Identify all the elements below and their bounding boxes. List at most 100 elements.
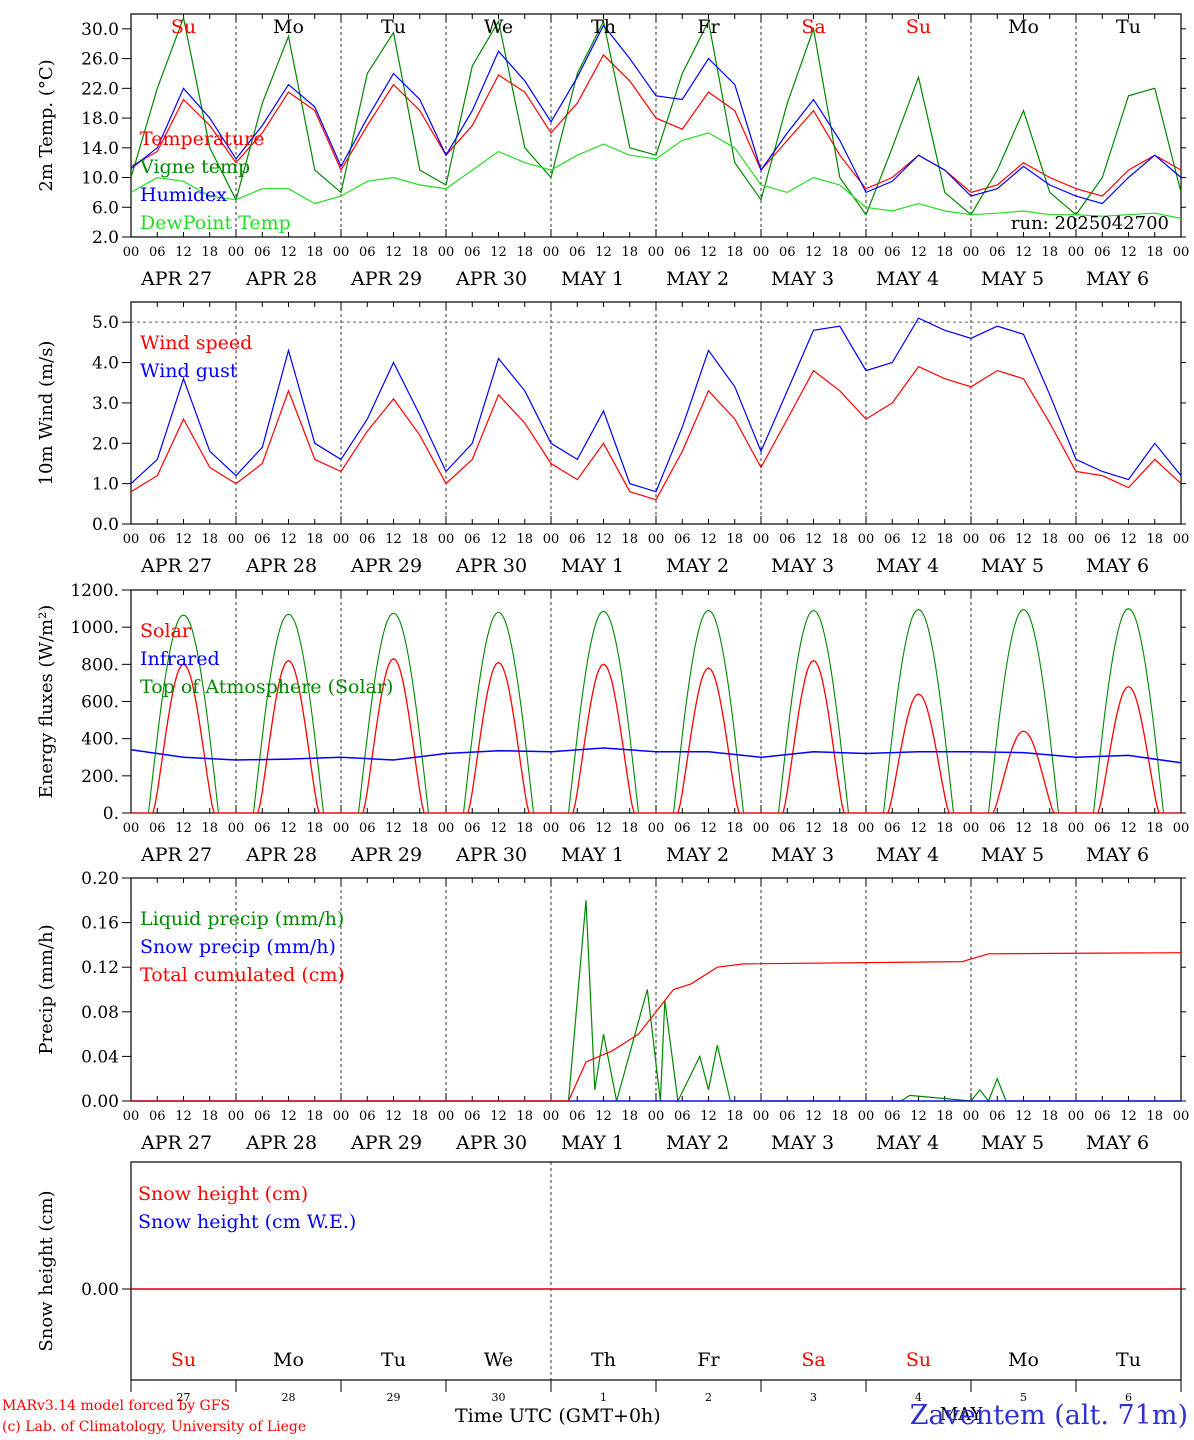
hour-tick-label: 12 <box>595 532 612 547</box>
hour-tick-label: 12 <box>700 532 717 547</box>
y-tick-label: 0.00 <box>81 1280 119 1300</box>
hour-tick-label: 12 <box>700 245 717 260</box>
y-tick-label: 0.04 <box>81 1047 119 1067</box>
hour-tick-label: 12 <box>805 1109 822 1124</box>
date-label: MAY 1 <box>561 1132 624 1154</box>
day-number-label: 5 <box>1020 1391 1027 1404</box>
y-axis-label: Energy fluxes (W/m²) <box>36 605 57 799</box>
hour-tick-label: 00 <box>1173 532 1190 547</box>
hour-tick-label: 12 <box>1120 1109 1137 1124</box>
panel-precip: 00 06 12 18 00 06 12 18 00 06 12 18 00 06 12 18 00 06 12 18… <box>36 869 1189 1154</box>
y-tick-label: 5.0 <box>92 313 119 333</box>
date-label: APR 30 <box>455 1132 527 1154</box>
hour-tick-label: 06 <box>464 532 481 547</box>
hour-tick-label: 18 <box>1146 245 1163 260</box>
hour-tick-label: 18 <box>1146 532 1163 547</box>
panel-energy: 00 06 12 18 00 06 12 18 00 06 12 18 00 06 12 18 00 06 12 18… <box>36 581 1189 866</box>
date-label: MAY 6 <box>1086 268 1149 290</box>
hour-tick-label: 18 <box>936 532 953 547</box>
hour-tick-label: 06 <box>149 1109 166 1124</box>
hour-tick-label: 06 <box>989 245 1006 260</box>
hour-tick-label: 18 <box>306 1109 323 1124</box>
hour-tick-label: 12 <box>175 1109 192 1124</box>
hour-tick-label: 18 <box>201 245 218 260</box>
legend-entry: Total cumulated (cm) <box>140 964 345 986</box>
hour-tick-label: 12 <box>595 1109 612 1124</box>
hour-tick-label: 12 <box>910 532 927 547</box>
hour-tick-label: 00 <box>753 532 770 547</box>
weekday-label: Su <box>906 16 931 38</box>
date-label: MAY 3 <box>771 268 834 290</box>
hour-tick-label: 00 <box>123 245 140 260</box>
hour-tick-label: 00 <box>543 532 560 547</box>
panel-wind: 00 06 12 18 00 06 12 18 00 06 12 18 00 06 12 18 00 06 12 18… <box>36 301 1190 577</box>
hour-tick-label: 18 <box>831 821 848 836</box>
date-label: MAY 2 <box>666 844 729 866</box>
y-tick-label: 10.0 <box>81 169 119 189</box>
hour-tick-label: 12 <box>490 821 507 836</box>
hour-tick-label: 00 <box>123 532 140 547</box>
hour-tick-label: 00 <box>1068 1109 1085 1124</box>
series-line <box>130 15 1182 216</box>
hour-tick-label: 00 <box>858 245 875 260</box>
date-label: APR 30 <box>455 555 527 577</box>
hour-tick-label: 18 <box>1041 1109 1058 1124</box>
date-label: APR 28 <box>245 844 317 866</box>
hour-tick-label: 18 <box>831 1109 848 1124</box>
hour-tick-label: 18 <box>201 821 218 836</box>
panel-temp: 00 06 12 18 00 06 12 18 00 06 12 18 00 06 12 18 00 06 12 18… <box>36 13 1189 290</box>
y-tick-label: 1000. <box>70 618 119 638</box>
hour-tick-label: 18 <box>516 1109 533 1124</box>
hour-tick-label: 06 <box>989 821 1006 836</box>
legend-entry: DewPoint Temp <box>140 212 291 234</box>
weekday-label: We <box>484 16 513 38</box>
legend-entry: Humidex <box>140 184 227 206</box>
hour-tick-label: 00 <box>1068 821 1085 836</box>
y-tick-label: 200. <box>81 767 119 787</box>
hour-tick-label: 12 <box>490 245 507 260</box>
hour-tick-label: 06 <box>149 532 166 547</box>
run-label: run: 2025042700 <box>1011 213 1169 234</box>
hour-tick-label: 06 <box>884 821 901 836</box>
date-label: APR 30 <box>455 268 527 290</box>
hour-tick-label: 06 <box>779 1109 796 1124</box>
date-label: APR 28 <box>245 268 317 290</box>
weekday-label: Su <box>906 1349 931 1371</box>
series-line <box>130 24 1182 205</box>
date-label: MAY 5 <box>981 555 1044 577</box>
weekday-label: Th <box>591 16 616 38</box>
date-label: MAY 1 <box>561 268 624 290</box>
date-label: MAY 4 <box>876 1132 939 1154</box>
hour-tick-label: 00 <box>1173 1109 1190 1124</box>
hour-tick-label: 00 <box>543 1109 560 1124</box>
weekday-label: Mo <box>273 1349 304 1371</box>
hour-tick-label: 18 <box>831 245 848 260</box>
hour-tick-label: 00 <box>1068 245 1085 260</box>
hour-tick-label: 18 <box>621 245 638 260</box>
hour-tick-label: 00 <box>648 532 665 547</box>
hour-tick-label: 00 <box>753 1109 770 1124</box>
hour-tick-label: 06 <box>254 1109 271 1124</box>
date-label: MAY 2 <box>666 268 729 290</box>
date-label: MAY 5 <box>981 844 1044 866</box>
hour-tick-label: 18 <box>726 1109 743 1124</box>
hour-tick-label: 18 <box>1041 245 1058 260</box>
weekday-label: Sa <box>801 1349 825 1371</box>
day-number-label: 4 <box>915 1391 922 1404</box>
weekday-label: Fr <box>697 16 720 38</box>
weekday-label: Tu <box>1116 1349 1141 1371</box>
hour-tick-label: 00 <box>228 532 245 547</box>
date-label: MAY 3 <box>771 1132 834 1154</box>
legend-entry: Snow height (cm) <box>138 1183 308 1205</box>
legend-entry: Liquid precip (mm/h) <box>140 908 344 930</box>
hour-tick-label: 18 <box>726 821 743 836</box>
hour-tick-label: 18 <box>516 245 533 260</box>
hour-tick-label: 12 <box>385 245 402 260</box>
legend-entry: Solar <box>140 620 192 642</box>
legend-entry: Vigne temp <box>139 156 250 178</box>
series-line <box>130 53 1182 197</box>
hour-tick-label: 18 <box>1146 821 1163 836</box>
y-tick-label: 600. <box>81 693 119 713</box>
hour-tick-label: 12 <box>175 821 192 836</box>
hour-tick-label: 00 <box>333 245 350 260</box>
